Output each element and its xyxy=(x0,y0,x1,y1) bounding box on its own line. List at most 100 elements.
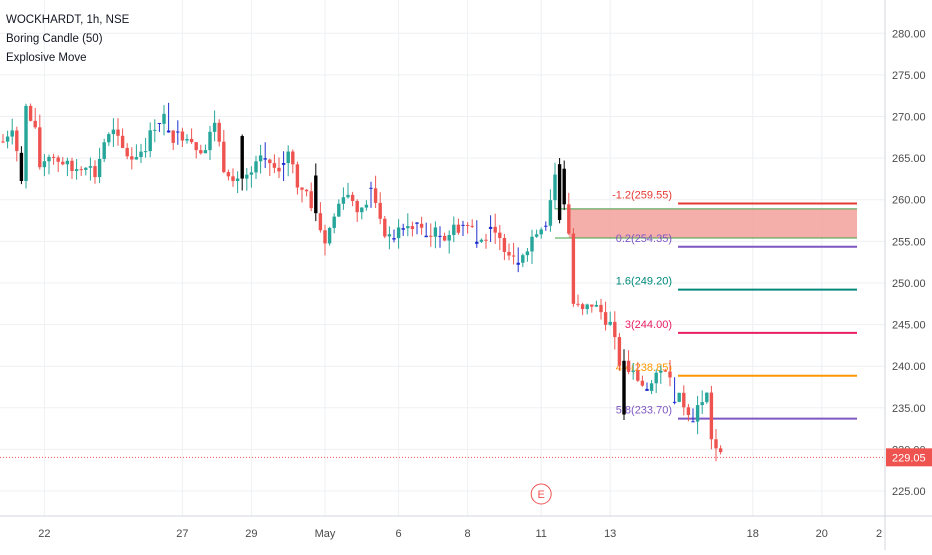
candle-body xyxy=(350,194,355,202)
candle-body xyxy=(447,235,451,241)
price-tick-label: 240.00 xyxy=(892,361,926,373)
fib-level-label: 3(244.00) xyxy=(625,319,672,331)
candle-body xyxy=(125,147,129,157)
candle-body xyxy=(286,151,290,164)
price-axis[interactable]: 225.00230.00235.00240.00245.00250.00255.… xyxy=(884,0,932,550)
candle-body xyxy=(272,163,277,168)
time-tick-label: 8 xyxy=(465,528,471,540)
candle-body xyxy=(401,228,405,230)
candle-body xyxy=(373,188,378,203)
candle-body xyxy=(557,164,562,220)
candle-body xyxy=(185,138,189,141)
candle-body xyxy=(61,161,65,165)
price-tick-label: 235.00 xyxy=(892,403,926,415)
candle-body xyxy=(479,239,484,242)
candle-body xyxy=(576,303,580,305)
candle-body xyxy=(521,255,525,263)
candle-body xyxy=(203,150,208,154)
indicator-explosive-move[interactable]: Explosive Move xyxy=(6,52,87,64)
candle-body xyxy=(166,130,171,133)
event-marker[interactable] xyxy=(530,483,552,505)
candle-body xyxy=(608,321,612,325)
candle-body xyxy=(139,151,143,158)
fib-levels-layer: -1.2(259.55) 0.2(254.35) 1.6(249.20) 3(244.… xyxy=(612,189,857,420)
candle-body xyxy=(84,167,88,170)
price-tick-label: 265.00 xyxy=(892,153,926,165)
candle-body xyxy=(97,158,102,178)
candle-body xyxy=(295,164,300,188)
candle-body xyxy=(240,136,244,179)
candle-body xyxy=(636,370,640,381)
candle-body xyxy=(235,178,240,182)
candle-body xyxy=(511,255,516,257)
candles-layer xyxy=(1,102,723,462)
candle-body xyxy=(562,168,566,205)
candle-body xyxy=(304,189,309,192)
candle-body xyxy=(461,224,465,226)
time-tick-label: 6 xyxy=(396,528,402,540)
candle-body xyxy=(695,405,700,422)
candle-body xyxy=(525,251,530,256)
candle-body xyxy=(291,151,295,165)
candle-body xyxy=(107,134,111,143)
candle-body xyxy=(410,226,415,230)
fib-level-label: 5.8(233.70) xyxy=(616,405,672,417)
candle-body xyxy=(309,191,313,209)
candle-body xyxy=(378,202,382,219)
candle-body xyxy=(33,120,37,128)
event-marker-label[interactable]: E xyxy=(538,489,545,501)
time-tick-label: 20 xyxy=(816,528,828,540)
candle-body xyxy=(594,304,599,307)
candle-body xyxy=(672,401,677,403)
candle-body xyxy=(419,223,424,228)
time-tick-label: 11 xyxy=(535,528,546,540)
candle-body xyxy=(714,439,718,449)
candle-body xyxy=(148,130,152,152)
time-axis[interactable]: 22 27 29 May 6 8 11 13 18 20 2 xyxy=(0,515,932,540)
candle-body xyxy=(217,122,221,142)
candle-body xyxy=(360,207,364,213)
candle-body xyxy=(332,216,336,228)
candle-body xyxy=(470,225,474,227)
symbol-title[interactable]: WOCKHARDT, 1h, NSE xyxy=(6,14,130,26)
candle-body xyxy=(314,175,318,214)
candle-body xyxy=(277,167,281,172)
indicator-boring-candle[interactable]: Boring Candle (50) xyxy=(6,33,103,45)
time-tick-label: 18 xyxy=(747,528,759,540)
candle-body xyxy=(700,402,704,406)
price-tick-label: 280.00 xyxy=(892,28,926,40)
candle-body xyxy=(530,236,534,252)
chart-grid xyxy=(0,0,885,516)
price-tick-label: 245.00 xyxy=(892,320,926,332)
candle-body xyxy=(38,127,42,168)
candle-body xyxy=(622,360,626,415)
candle-body xyxy=(28,105,33,121)
candle-body xyxy=(254,161,258,173)
candle-body xyxy=(456,224,461,233)
candle-body xyxy=(171,130,175,143)
chart-legend: WOCKHARDT, 1h, NSE Boring Candle (50) Ex… xyxy=(6,11,129,68)
candle-body xyxy=(571,233,576,304)
candle-body xyxy=(281,163,286,165)
last-price-label[interactable]: 229.05 xyxy=(892,452,926,464)
candle-body xyxy=(682,392,686,408)
candle-body xyxy=(88,166,93,168)
candle-body xyxy=(539,229,543,235)
candle-body xyxy=(668,371,672,378)
candle-body xyxy=(640,380,645,386)
candle-body xyxy=(337,203,341,217)
candle-body xyxy=(452,224,456,236)
candle-body xyxy=(553,174,557,201)
demand-zone xyxy=(568,208,857,239)
candle-body xyxy=(268,159,272,164)
candle-body xyxy=(111,129,116,135)
candle-body xyxy=(465,224,470,226)
candle-body xyxy=(654,372,658,384)
candle-body xyxy=(429,235,433,237)
candle-body xyxy=(194,142,198,151)
candle-body xyxy=(102,142,106,159)
candle-body xyxy=(534,234,539,237)
candle-body xyxy=(341,197,346,204)
